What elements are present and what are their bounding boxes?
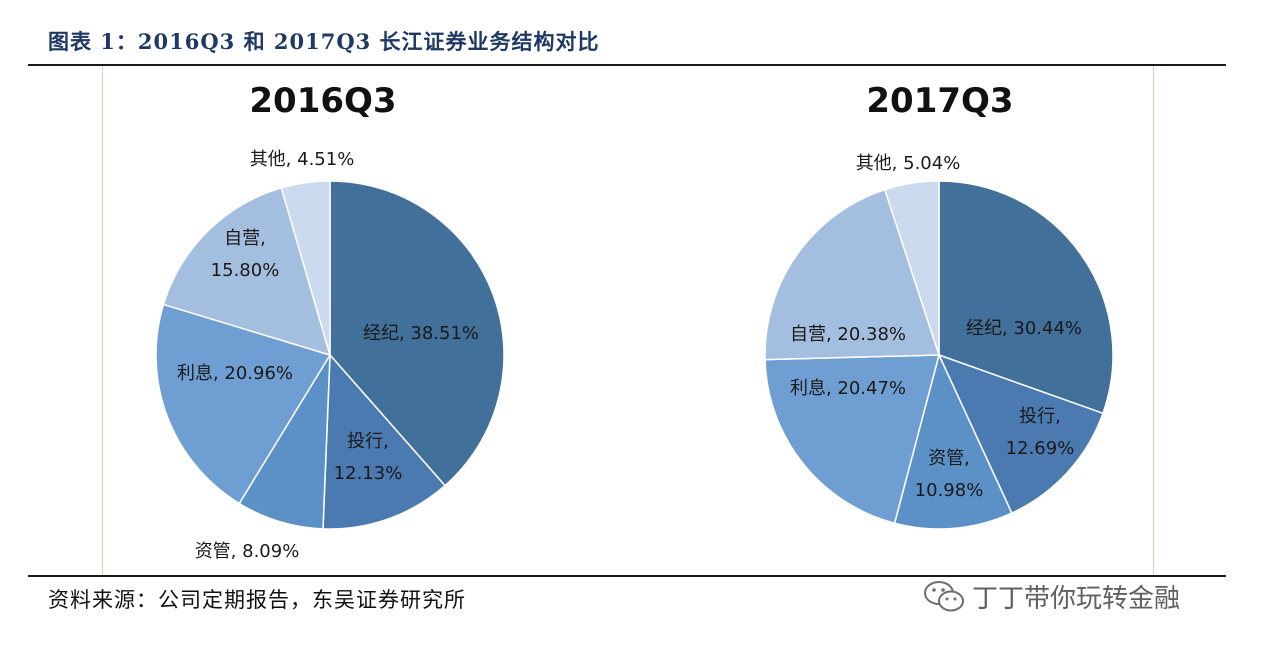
slice-label-2016Q3-4: 自营, 15.80% bbox=[211, 228, 280, 281]
pie-slice-2016Q3-3 bbox=[155, 303, 332, 505]
watermark-text: 丁丁带你玩转金融 bbox=[972, 584, 1181, 614]
pie-slice-2016Q3-0 bbox=[329, 180, 505, 487]
slice-label-2016Q3-5: 其他, 4.51% bbox=[250, 149, 355, 170]
bottom-rule bbox=[28, 575, 1226, 577]
slice-label-2017Q3-3: 利息, 20.47% bbox=[790, 378, 906, 399]
chart-frame bbox=[102, 66, 1154, 576]
slice-label-2016Q3-0: 经纪, 38.51% bbox=[363, 323, 479, 344]
pie-slice-2017Q3-0 bbox=[938, 180, 1114, 415]
pie-slice-2016Q3-2 bbox=[238, 352, 331, 530]
pie-slice-2017Q3-1 bbox=[937, 353, 1104, 515]
slice-label-2017Q3-0: 经纪, 30.44% bbox=[966, 318, 1082, 339]
pie-slice-2017Q3-2 bbox=[893, 352, 1013, 530]
pie-slice-2017Q3-4 bbox=[764, 188, 941, 361]
pie-slice-2016Q3-4 bbox=[162, 187, 332, 357]
slice-label-2017Q3-5: 其他, 5.04% bbox=[856, 153, 961, 174]
figure-title: 图表 1：2016Q3 和 2017Q3 长江证券业务结构对比 bbox=[48, 29, 600, 54]
pie-slice-2017Q3-3 bbox=[764, 354, 940, 525]
pie-slice-2017Q3-5 bbox=[883, 180, 940, 356]
pie-slice-2016Q3-1 bbox=[322, 353, 447, 530]
pie-title-1: 2017Q3 bbox=[866, 81, 1013, 121]
wechat-icon bbox=[924, 580, 964, 611]
slice-label-2017Q3-1: 投行, 12.69% bbox=[1006, 406, 1075, 459]
watermark: 丁丁带你玩转金融 bbox=[922, 578, 1180, 615]
slice-label-2016Q3-3: 利息, 20.96% bbox=[177, 363, 293, 384]
slice-label-2016Q3-1: 投行, 12.13% bbox=[334, 431, 403, 484]
pie-slice-2016Q3-5 bbox=[280, 180, 331, 356]
source-note: 资料来源：公司定期报告，东吴证券研究所 bbox=[48, 588, 466, 612]
top-rule bbox=[28, 64, 1226, 66]
slice-label-2017Q3-4: 自营, 20.38% bbox=[790, 324, 906, 345]
slice-label-2016Q3-2: 资管, 8.09% bbox=[195, 541, 300, 562]
slice-label-2017Q3-2: 资管, 10.98% bbox=[915, 448, 984, 501]
pie-title-0: 2016Q3 bbox=[249, 81, 396, 121]
